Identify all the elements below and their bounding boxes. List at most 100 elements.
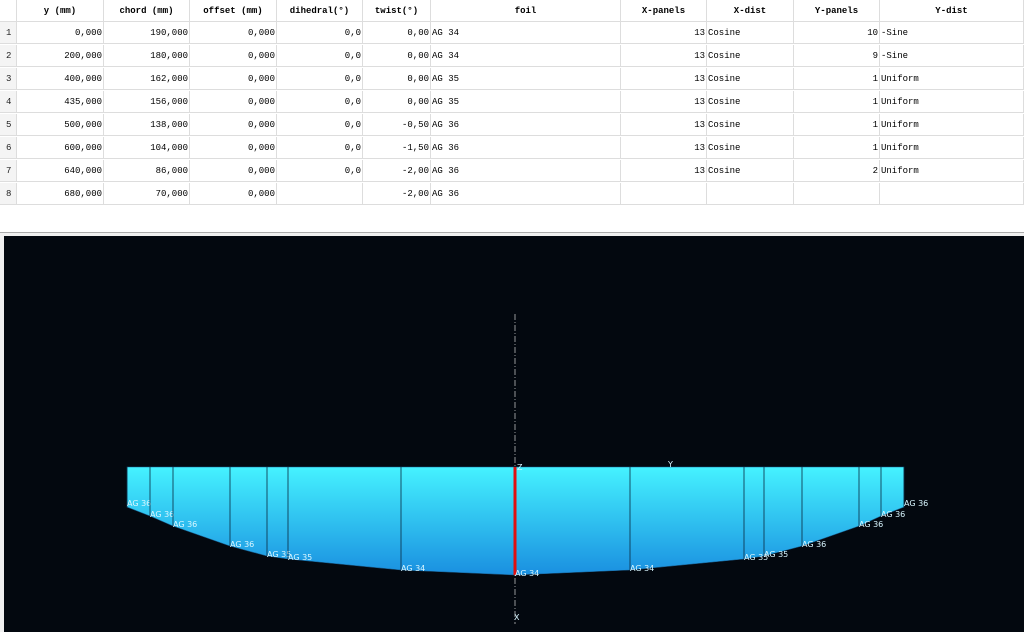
table-cell[interactable]: 0,00: [363, 45, 431, 67]
table-cell[interactable]: AG 36: [431, 160, 621, 182]
table-cell[interactable]: 86,000: [104, 160, 190, 182]
column-header[interactable]: dihedral(°): [277, 0, 363, 22]
table-cell[interactable]: 0,000: [190, 91, 277, 113]
table-cell[interactable]: 1: [794, 114, 880, 136]
table-cell[interactable]: 13: [621, 45, 707, 67]
table-cell[interactable]: 0,0: [277, 160, 363, 182]
table-cell[interactable]: 680,000: [17, 183, 104, 205]
table-cell[interactable]: 0,0: [277, 45, 363, 67]
column-header[interactable]: y (mm): [17, 0, 104, 22]
table-cell[interactable]: 0,00: [363, 91, 431, 113]
row-number[interactable]: 5: [0, 114, 17, 136]
table-cell[interactable]: 0,0: [277, 68, 363, 90]
table-cell[interactable]: 435,000: [17, 91, 104, 113]
table-cell[interactable]: 1: [794, 137, 880, 159]
column-header[interactable]: chord (mm): [104, 0, 190, 22]
table-cell[interactable]: 600,000: [17, 137, 104, 159]
table-cell[interactable]: AG 34: [431, 22, 621, 44]
table-cell[interactable]: AG 34: [431, 45, 621, 67]
table-cell[interactable]: AG 36: [431, 114, 621, 136]
table-cell[interactable]: Uniform: [880, 68, 1024, 90]
row-number[interactable]: 7: [0, 160, 17, 182]
axis-label: X: [514, 613, 520, 622]
table-cell[interactable]: [621, 183, 707, 205]
table-cell[interactable]: Cosine: [707, 160, 794, 182]
table-cell[interactable]: 10: [794, 22, 880, 44]
table-cell[interactable]: 0,00: [363, 22, 431, 44]
table-cell[interactable]: Uniform: [880, 91, 1024, 113]
table-cell[interactable]: 70,000: [104, 183, 190, 205]
column-header[interactable]: offset (mm): [190, 0, 277, 22]
table-cell[interactable]: AG 36: [431, 137, 621, 159]
table-cell[interactable]: 0,0: [277, 137, 363, 159]
row-number[interactable]: 4: [0, 91, 17, 113]
table-cell[interactable]: [277, 183, 363, 205]
table-cell[interactable]: AG 35: [431, 91, 621, 113]
table-cell[interactable]: 0,000: [190, 183, 277, 205]
table-cell[interactable]: Cosine: [707, 114, 794, 136]
table-cell[interactable]: Cosine: [707, 68, 794, 90]
row-number[interactable]: 1: [0, 22, 17, 44]
table-cell[interactable]: 0,000: [190, 45, 277, 67]
table-cell[interactable]: 2: [794, 160, 880, 182]
table-cell[interactable]: 138,000: [104, 114, 190, 136]
table-cell[interactable]: 0,000: [190, 114, 277, 136]
table-cell[interactable]: 180,000: [104, 45, 190, 67]
table-cell[interactable]: 400,000: [17, 68, 104, 90]
table-cell[interactable]: [880, 183, 1024, 205]
row-number[interactable]: 2: [0, 45, 17, 67]
table-cell[interactable]: Uniform: [880, 160, 1024, 182]
column-header[interactable]: X-panels: [621, 0, 707, 22]
table-cell[interactable]: 1: [794, 68, 880, 90]
table-cell[interactable]: AG 36: [431, 183, 621, 205]
table-cell[interactable]: -2,00: [363, 160, 431, 182]
table-cell[interactable]: 13: [621, 114, 707, 136]
row-number[interactable]: 8: [0, 183, 17, 205]
table-cell[interactable]: Uniform: [880, 114, 1024, 136]
table-cell[interactable]: 0,000: [190, 160, 277, 182]
table-cell[interactable]: -Sine: [880, 45, 1024, 67]
table-cell[interactable]: 0,000: [190, 137, 277, 159]
row-number[interactable]: 6: [0, 137, 17, 159]
table-cell[interactable]: Cosine: [707, 45, 794, 67]
table-cell[interactable]: AG 35: [431, 68, 621, 90]
table-cell[interactable]: 1: [794, 91, 880, 113]
table-cell[interactable]: 13: [621, 22, 707, 44]
table-cell[interactable]: 13: [621, 137, 707, 159]
table-cell[interactable]: Cosine: [707, 91, 794, 113]
table-cell[interactable]: 0,000: [190, 68, 277, 90]
table-cell[interactable]: 13: [621, 160, 707, 182]
column-header[interactable]: twist(°): [363, 0, 431, 22]
table-cell[interactable]: 0,0: [277, 114, 363, 136]
table-cell[interactable]: Uniform: [880, 137, 1024, 159]
table-cell[interactable]: 104,000: [104, 137, 190, 159]
table-cell[interactable]: 13: [621, 68, 707, 90]
table-cell[interactable]: 9: [794, 45, 880, 67]
table-cell[interactable]: 0,0: [277, 22, 363, 44]
table-cell[interactable]: Cosine: [707, 137, 794, 159]
table-cell[interactable]: 13: [621, 91, 707, 113]
table-cell[interactable]: Cosine: [707, 22, 794, 44]
column-header[interactable]: Y-dist: [880, 0, 1024, 22]
table-cell[interactable]: 0,000: [17, 22, 104, 44]
table-cell[interactable]: -Sine: [880, 22, 1024, 44]
table-cell[interactable]: 190,000: [104, 22, 190, 44]
table-cell[interactable]: [794, 183, 880, 205]
table-cell[interactable]: -0,50: [363, 114, 431, 136]
row-number[interactable]: 3: [0, 68, 17, 90]
table-cell[interactable]: 640,000: [17, 160, 104, 182]
table-cell[interactable]: 0,0: [277, 91, 363, 113]
column-header[interactable]: foil: [431, 0, 621, 22]
table-cell[interactable]: 0,00: [363, 68, 431, 90]
table-cell[interactable]: -2,00: [363, 183, 431, 205]
table-cell[interactable]: 162,000: [104, 68, 190, 90]
column-header[interactable]: X-dist: [707, 0, 794, 22]
table-cell[interactable]: [707, 183, 794, 205]
section-label: AG 34: [401, 564, 425, 573]
table-cell[interactable]: 200,000: [17, 45, 104, 67]
table-cell[interactable]: 156,000: [104, 91, 190, 113]
column-header[interactable]: Y-panels: [794, 0, 880, 22]
table-cell[interactable]: 0,000: [190, 22, 277, 44]
table-cell[interactable]: 500,000: [17, 114, 104, 136]
table-cell[interactable]: -1,50: [363, 137, 431, 159]
